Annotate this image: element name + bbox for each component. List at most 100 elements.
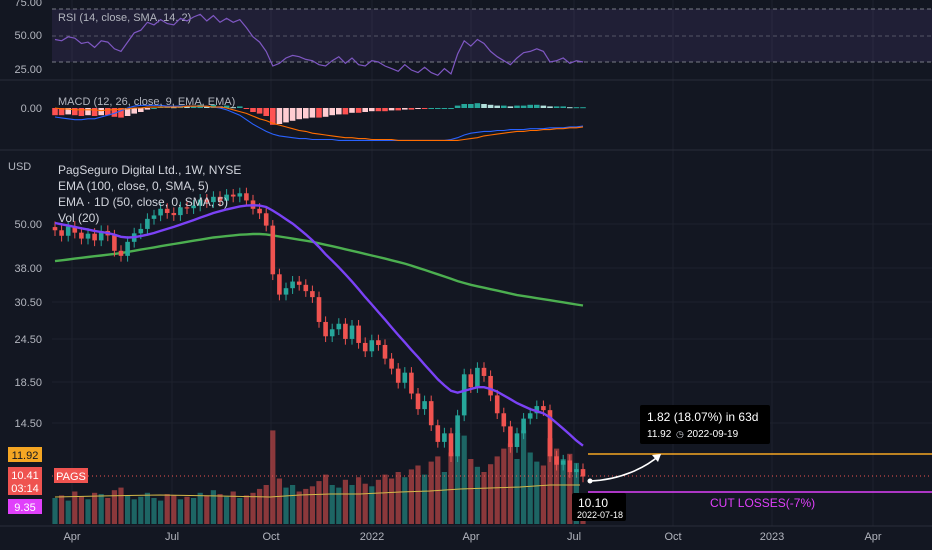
- macd-hist-bar: [243, 108, 250, 109]
- rsi-legend[interactable]: RSI (14, close, SMA, 14, 2): [58, 12, 191, 24]
- candle-body: [158, 208, 163, 216]
- volume-bar: [507, 443, 513, 524]
- macd-hist-bar: [329, 108, 335, 116]
- time-tick: Oct: [262, 531, 279, 543]
- volume-bar: [52, 498, 58, 524]
- volume-bar: [296, 491, 302, 524]
- macd-hist-bar: [58, 108, 65, 116]
- candle-body: [521, 418, 526, 434]
- grid: [52, 0, 932, 526]
- cursor-price: 10.10: [578, 496, 608, 510]
- price-tick: 38.00: [14, 263, 42, 275]
- volume-bar: [494, 456, 500, 524]
- candle-body: [237, 193, 243, 197]
- candle-body: [184, 207, 190, 209]
- candle-body: [567, 460, 573, 473]
- candle-body: [230, 194, 236, 197]
- macd-hist-bar: [289, 108, 296, 121]
- macd-hist-bar: [355, 108, 362, 113]
- macd-hist-bar: [65, 108, 71, 115]
- time-tick: Apr: [63, 531, 80, 543]
- macd-hist-bar: [131, 108, 137, 114]
- volume-bar: [448, 452, 454, 524]
- volume-bars: [52, 430, 586, 524]
- macd-hist-bar: [540, 105, 547, 108]
- ema100-legend[interactable]: EMA (100, close, 0, SMA, 5): [58, 179, 209, 193]
- volume-bar: [263, 485, 269, 524]
- price-panel: USD 50.00 38.00 30.50 24.50 18.50 14.50 …: [8, 161, 932, 524]
- macd-hist-bar: [98, 108, 104, 116]
- macd-hist-bar: [402, 108, 408, 110]
- macd-hist-bar: [250, 108, 256, 112]
- candle-body: [389, 358, 394, 369]
- volume-bar: [540, 465, 546, 524]
- volume-bar: [547, 438, 553, 524]
- volume-bar: [59, 495, 65, 524]
- cut-losses-label: CUT LOSSES(-7%): [710, 496, 815, 510]
- candle-body: [481, 367, 487, 376]
- volume-bar: [382, 474, 388, 524]
- macd-hist-bar: [395, 108, 401, 111]
- macd-hist-bar: [520, 105, 527, 108]
- time-tick: Jul: [165, 531, 179, 543]
- volume-bar: [72, 491, 78, 524]
- macd-hist-bar: [276, 108, 283, 124]
- macd-hist-bar: [567, 107, 573, 109]
- price-tick: 24.50: [14, 334, 42, 346]
- candle-body: [494, 395, 500, 414]
- macd-hist-bar: [547, 106, 553, 108]
- candle-body: [336, 323, 342, 330]
- macd-hist-bar: [171, 107, 177, 109]
- time-tick: Oct: [664, 531, 681, 543]
- time-axis[interactable]: Apr Jul Oct 2022 Apr Jul Oct 2023 Apr: [63, 531, 881, 543]
- volume-bar: [276, 478, 282, 524]
- macd-hist-bar: [408, 108, 415, 110]
- macd-legend[interactable]: MACD (12, 26, close, 9, EMA, EMA): [58, 96, 235, 108]
- projection-price-text: 11.92: [12, 450, 39, 462]
- volume-bar: [441, 472, 447, 524]
- macd-histogram: [52, 103, 586, 125]
- volume-bar: [118, 487, 124, 524]
- rsi-tick-50: 50.00: [14, 30, 42, 42]
- candle-body: [415, 393, 421, 410]
- last-price-text: 10.41: [11, 470, 39, 482]
- candle-body: [508, 426, 513, 447]
- macd-hist-bar: [111, 108, 118, 117]
- volume-bar: [98, 494, 104, 524]
- volume-bar: [257, 488, 263, 524]
- macd-hist-bar: [237, 106, 243, 108]
- macd-hist-bar: [303, 108, 309, 119]
- candle-body: [329, 329, 335, 337]
- volume-bar: [138, 496, 144, 524]
- candle-body: [527, 413, 533, 419]
- cursor-date: 2022-07-18: [577, 510, 623, 520]
- arrow-head: [652, 454, 661, 462]
- candle-body: [145, 218, 150, 229]
- candle-body: [59, 230, 64, 236]
- candle-body: [349, 325, 355, 339]
- volume-bar: [402, 477, 408, 524]
- price-tick: 30.50: [14, 297, 42, 309]
- macd-line: [54, 104, 584, 141]
- symbol-title[interactable]: PagSeguro Digital Ltd., 1W, NYSE: [58, 163, 241, 177]
- macd-hist-bar: [507, 106, 514, 108]
- volume-bar: [210, 490, 216, 524]
- volume-bar: [151, 498, 157, 524]
- macd-hist-bar: [85, 108, 91, 116]
- candle-body: [369, 340, 375, 352]
- candle-body: [395, 368, 401, 383]
- price-tick: 18.50: [14, 377, 42, 389]
- candle-body: [283, 288, 289, 295]
- candle-body: [263, 213, 269, 226]
- volume-bar: [488, 464, 494, 524]
- ema50-legend[interactable]: EMA · 1D (50, close, 0, SMA, 5): [58, 195, 228, 209]
- macd-hist-bar: [309, 108, 316, 118]
- macd-hist-bar: [388, 108, 395, 111]
- macd-hist-bar: [72, 108, 78, 116]
- candle-body: [277, 274, 282, 295]
- volume-bar: [415, 465, 421, 524]
- candle-body: [534, 406, 540, 414]
- symbol-tag[interactable]: [54, 468, 88, 483]
- volume-legend[interactable]: Vol (20): [58, 211, 99, 225]
